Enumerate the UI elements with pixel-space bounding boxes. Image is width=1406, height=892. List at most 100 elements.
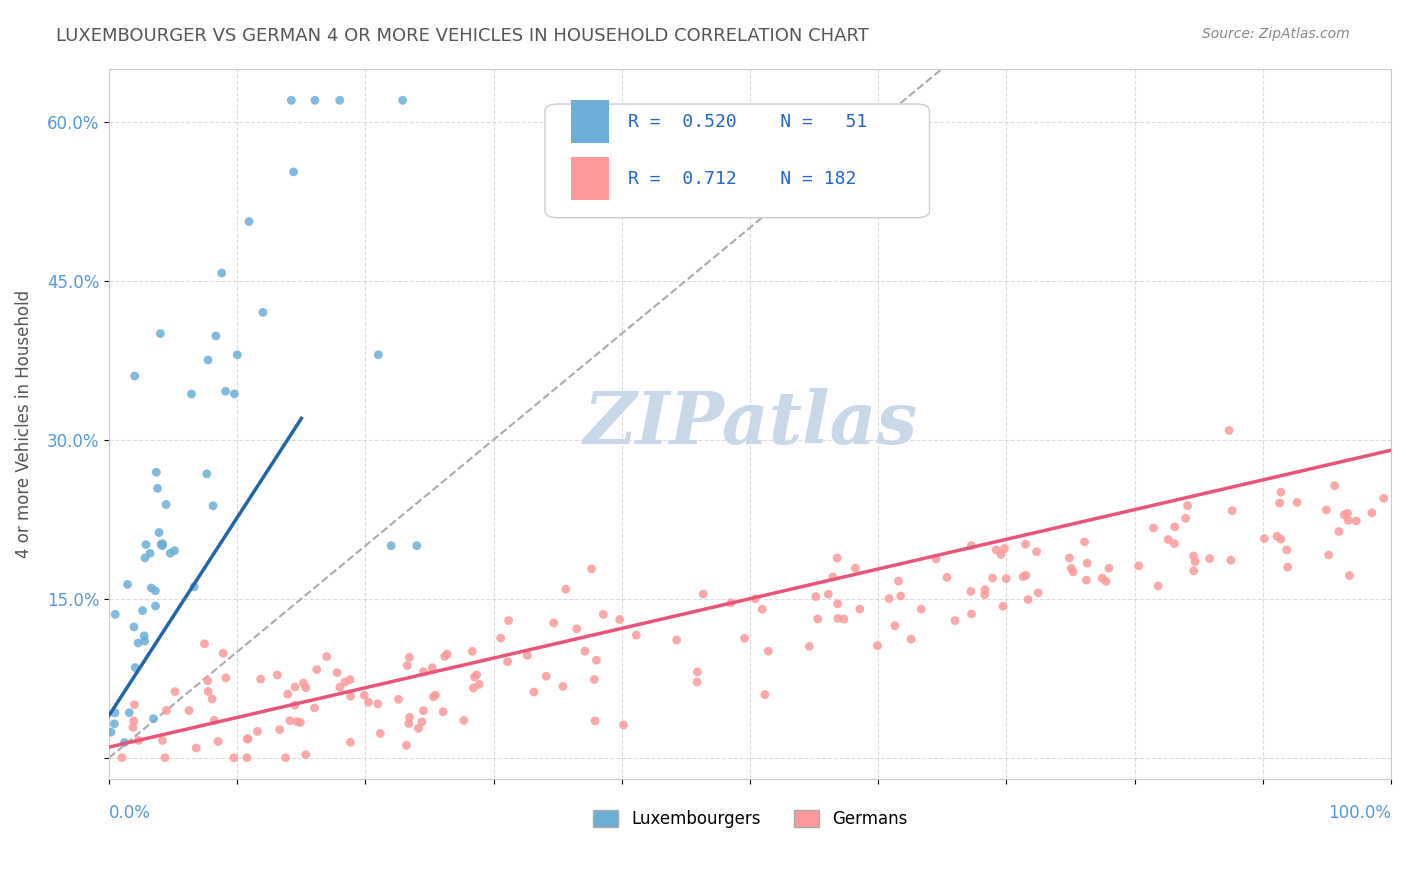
Point bbox=[720, 596, 742, 610]
Point bbox=[534, 669, 557, 683]
Point bbox=[453, 714, 475, 728]
Point bbox=[398, 650, 420, 665]
Point bbox=[1182, 564, 1205, 578]
Point bbox=[326, 665, 349, 680]
Point bbox=[152, 536, 174, 550]
Text: LUXEMBOURGER VS GERMAN 4 OR MORE VEHICLES IN HOUSEHOLD CORRELATION CHART: LUXEMBOURGER VS GERMAN 4 OR MORE VEHICLE… bbox=[56, 27, 869, 45]
Point bbox=[1361, 506, 1384, 520]
Point bbox=[339, 735, 361, 749]
Point bbox=[205, 329, 228, 343]
Point bbox=[565, 622, 588, 636]
Point bbox=[890, 589, 912, 603]
Point bbox=[1073, 534, 1095, 549]
Point bbox=[592, 607, 614, 622]
Point bbox=[277, 687, 299, 701]
Point bbox=[103, 716, 125, 731]
FancyBboxPatch shape bbox=[571, 157, 609, 200]
Point bbox=[1095, 574, 1118, 589]
Point bbox=[866, 639, 889, 653]
Point bbox=[1317, 548, 1340, 562]
Point bbox=[118, 706, 141, 720]
Point bbox=[943, 614, 966, 628]
Point bbox=[152, 733, 174, 747]
Point bbox=[1346, 514, 1368, 528]
Point bbox=[665, 632, 688, 647]
Point bbox=[128, 733, 150, 747]
Point bbox=[197, 673, 219, 688]
Point bbox=[1182, 549, 1205, 563]
Point bbox=[304, 701, 326, 715]
Point bbox=[827, 611, 849, 625]
Point bbox=[104, 706, 127, 720]
Point bbox=[910, 602, 932, 616]
Point bbox=[226, 348, 249, 362]
Point bbox=[468, 677, 491, 691]
Point bbox=[252, 305, 274, 319]
Point bbox=[412, 665, 434, 679]
Point bbox=[959, 584, 981, 599]
Point bbox=[1270, 532, 1292, 546]
Point bbox=[1277, 560, 1299, 574]
Point bbox=[236, 731, 259, 746]
Point bbox=[849, 602, 872, 616]
Point bbox=[1076, 573, 1098, 587]
Point bbox=[329, 680, 352, 694]
Point bbox=[887, 574, 910, 588]
Point bbox=[100, 725, 122, 739]
Point bbox=[543, 615, 565, 630]
Point bbox=[991, 599, 1014, 614]
Point bbox=[163, 684, 186, 698]
Point bbox=[585, 653, 607, 667]
Point bbox=[1323, 479, 1346, 493]
Point bbox=[224, 387, 246, 401]
Point bbox=[1198, 551, 1220, 566]
Point bbox=[139, 546, 162, 560]
Point bbox=[186, 741, 208, 756]
Point bbox=[134, 629, 156, 643]
Point bbox=[408, 722, 430, 736]
Point bbox=[756, 644, 779, 658]
Point bbox=[284, 680, 307, 694]
Point bbox=[124, 660, 146, 674]
Point bbox=[832, 612, 855, 626]
Point bbox=[146, 482, 169, 496]
Point bbox=[1142, 521, 1164, 535]
Point bbox=[1025, 544, 1047, 558]
Point bbox=[574, 644, 596, 658]
Point bbox=[124, 369, 146, 384]
Point bbox=[496, 655, 519, 669]
Point bbox=[405, 539, 427, 553]
Point bbox=[1174, 511, 1197, 525]
Point bbox=[280, 93, 302, 107]
Point bbox=[1015, 568, 1038, 582]
Point bbox=[149, 326, 172, 341]
Point bbox=[1014, 537, 1036, 551]
Point bbox=[516, 648, 538, 663]
Point bbox=[1337, 513, 1360, 527]
Point bbox=[339, 689, 361, 703]
Point bbox=[215, 671, 238, 685]
Point bbox=[973, 588, 995, 602]
Point bbox=[135, 538, 157, 552]
Point bbox=[804, 590, 827, 604]
Point bbox=[145, 583, 167, 598]
Point bbox=[489, 631, 512, 645]
Point bbox=[193, 637, 215, 651]
Point bbox=[960, 539, 983, 553]
Point bbox=[122, 620, 145, 634]
Point bbox=[981, 571, 1004, 585]
Point bbox=[817, 587, 839, 601]
Text: 100.0%: 100.0% bbox=[1329, 804, 1391, 822]
Point bbox=[380, 539, 402, 553]
Point bbox=[1220, 503, 1243, 517]
Point bbox=[285, 714, 308, 729]
Point bbox=[463, 670, 485, 684]
Point bbox=[202, 499, 225, 513]
Point bbox=[396, 658, 419, 673]
Point bbox=[925, 551, 948, 566]
Point bbox=[111, 750, 134, 764]
Point bbox=[754, 688, 776, 702]
Point bbox=[195, 467, 218, 481]
Point bbox=[201, 692, 224, 706]
Point bbox=[142, 712, 165, 726]
